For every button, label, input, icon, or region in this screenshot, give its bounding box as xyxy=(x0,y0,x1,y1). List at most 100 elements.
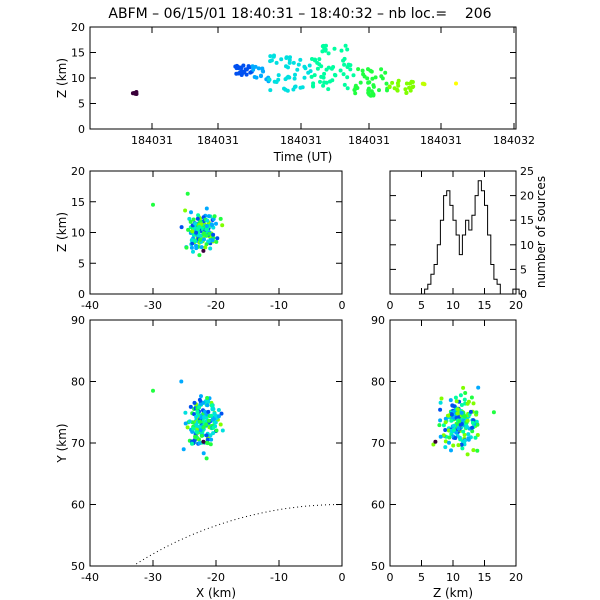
height-y-frame xyxy=(389,319,517,567)
height-y-sources xyxy=(431,385,496,457)
plan-view-source xyxy=(204,456,209,461)
height-y-source xyxy=(466,399,471,404)
time-height-source xyxy=(326,51,331,56)
height-y-source xyxy=(457,435,462,440)
plan-view-source xyxy=(185,425,190,430)
height-y-source xyxy=(466,436,471,441)
time-height-source xyxy=(279,57,284,62)
time-height-source xyxy=(366,80,371,85)
height-y-source xyxy=(447,440,451,445)
height-y-source xyxy=(462,432,467,437)
time-height-source xyxy=(329,66,334,71)
plan-view-sources xyxy=(151,379,225,461)
height-y-source xyxy=(433,439,438,444)
height-y-source xyxy=(449,412,454,417)
plan-view-source xyxy=(201,439,206,444)
x-height-source xyxy=(187,216,192,221)
height-y-source xyxy=(470,429,475,434)
z-axis-label-bottom: Z (km) xyxy=(433,586,473,600)
height-y-source xyxy=(443,445,448,450)
x-height-source xyxy=(204,242,209,247)
y-tick-label: 80 xyxy=(71,376,85,389)
height-y-source xyxy=(441,423,446,428)
time-height-source xyxy=(343,43,348,48)
time-height-source xyxy=(345,86,350,91)
height-y-source xyxy=(443,420,448,425)
time-height-source xyxy=(404,81,409,86)
plan-view-source xyxy=(202,415,207,420)
time-height-source xyxy=(311,81,316,86)
time-tick-label: 184031 xyxy=(420,134,462,147)
time-height-source xyxy=(291,60,296,65)
time-height-source xyxy=(373,75,378,80)
height-y-source xyxy=(465,424,469,429)
x-height-source xyxy=(210,238,215,243)
time-height-source xyxy=(353,83,358,88)
x-height-source xyxy=(190,229,195,234)
x-tick-label: 10 xyxy=(446,571,460,584)
x-height-source xyxy=(194,246,199,251)
height-y-source xyxy=(459,403,464,407)
figure-title: ABFM – 06/15/01 18:40:31 – 18:40:32 – nb… xyxy=(108,6,491,22)
x-tick-label: 10 xyxy=(446,299,460,312)
height-y-source xyxy=(452,428,456,432)
time-height-source xyxy=(253,64,258,69)
height-y-source xyxy=(452,423,456,428)
plan-view-source xyxy=(216,414,221,419)
time-height-panel: 184031 184031 184031 184031 184031 184032 0 5 10… xyxy=(55,21,535,164)
y-tick-label: 15 xyxy=(71,196,85,209)
x-height-source xyxy=(202,237,206,242)
height-y-source xyxy=(452,404,457,409)
height-y-source xyxy=(475,433,480,437)
height-y-source xyxy=(437,423,442,428)
x-height-source xyxy=(196,213,201,218)
height-y-source xyxy=(491,410,496,415)
time-axis-label: Time (UT) xyxy=(273,150,333,164)
time-height-source xyxy=(293,72,297,77)
time-height-source xyxy=(261,69,266,74)
z-tick-label: 10 xyxy=(71,72,85,85)
plan-view-source xyxy=(204,433,209,438)
height-y-source xyxy=(465,418,470,423)
x-tick-label: -10 xyxy=(270,299,288,312)
x-tick-label: 5 xyxy=(418,571,425,584)
x-tick-label: 0 xyxy=(387,571,394,584)
x-height-source xyxy=(189,238,194,242)
time-height-source xyxy=(348,67,353,72)
time-height-source xyxy=(360,68,365,73)
time-height-source xyxy=(236,71,241,76)
plan-view-source xyxy=(197,405,202,410)
height-y-source xyxy=(438,400,443,405)
time-height-source xyxy=(260,66,265,71)
time-height-source xyxy=(333,73,338,78)
x-tick-label: 0 xyxy=(387,299,394,312)
x-tick-label: -40 xyxy=(81,299,99,312)
plan-view-source xyxy=(190,441,194,446)
time-height-source xyxy=(454,81,458,86)
plan-view-source xyxy=(179,379,184,384)
time-height-source xyxy=(411,84,416,89)
plan-view-source xyxy=(204,422,209,427)
time-height-source xyxy=(408,81,413,86)
x-tick-label: -10 xyxy=(270,571,288,584)
x-tick-label: 15 xyxy=(478,299,492,312)
height-y-source xyxy=(471,401,476,406)
x-height-source xyxy=(201,248,206,253)
time-height-source xyxy=(248,70,253,75)
plan-view-source xyxy=(192,400,197,405)
time-height-source xyxy=(244,72,249,77)
x-height-source xyxy=(189,210,193,215)
x-height-source xyxy=(204,224,209,228)
x-height-source xyxy=(191,249,195,254)
height-y-source xyxy=(455,407,460,412)
x-tick-label: 15 xyxy=(478,571,492,584)
plan-view-source xyxy=(208,442,213,447)
height-y-source xyxy=(456,426,461,431)
y-tick-label: 10 xyxy=(71,227,85,240)
x-tick-label: 20 xyxy=(509,571,523,584)
time-height-source xyxy=(379,67,384,72)
plan-view-source xyxy=(194,422,199,427)
x-height-source xyxy=(189,245,194,250)
range-ring xyxy=(135,504,343,565)
